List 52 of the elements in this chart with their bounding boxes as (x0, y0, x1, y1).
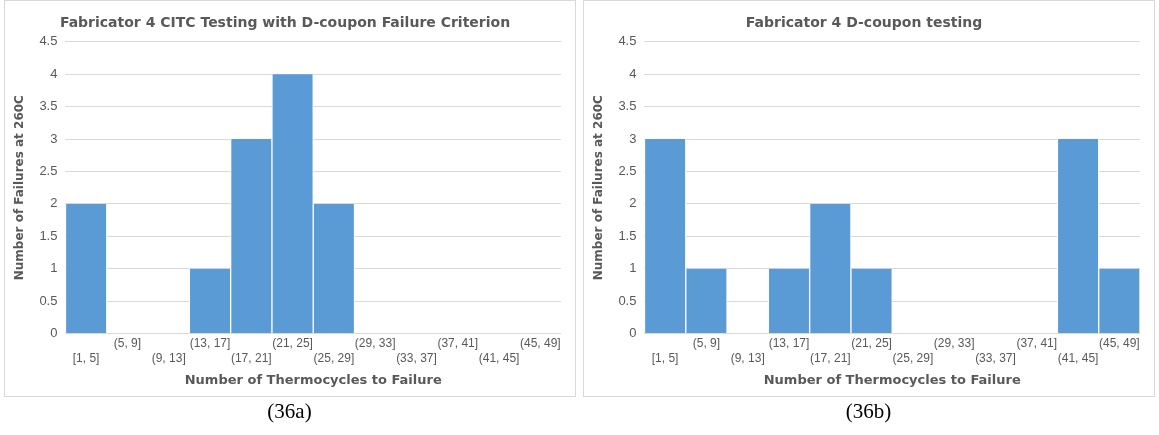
y-tick-label: 0 (628, 325, 636, 341)
y-tick-label: 2 (49, 195, 57, 211)
x-tick-label: [1, 5] (72, 350, 99, 365)
chart-title: Fabricator 4 D-coupon testing (745, 14, 982, 31)
y-tick-label: 1.5 (617, 227, 636, 243)
y-tick-label: 3 (628, 130, 636, 146)
x-tick-label: (45, 49] (1098, 336, 1140, 351)
x-tick-label: (29, 33] (933, 336, 975, 351)
y-tick-label: 0.5 (617, 292, 636, 308)
x-tick-label: (25, 29] (313, 350, 354, 365)
y-tick-label: 1 (49, 260, 57, 276)
text: (36a) (267, 399, 312, 424)
x-tick-label: (21, 25] (850, 336, 892, 351)
y-tick-label: 2.5 (38, 163, 57, 179)
x-tick-label: (37, 41] (436, 336, 478, 351)
y-tick-label: 3 (49, 130, 57, 146)
x-tick-label: (17, 21] (809, 350, 851, 365)
y-axis-title: Number of Failures at 260C (590, 94, 605, 281)
x-tick-label: (9, 13] (151, 350, 186, 365)
y-tick-label: 4 (628, 65, 636, 81)
x-tick-label: (5, 9] (113, 336, 141, 351)
x-tick-label: (13, 17] (768, 336, 809, 351)
x-tick-label: (5, 9] (692, 336, 720, 351)
x-tick-label: [1, 5] (651, 350, 678, 365)
y-tick-label: 3.5 (617, 98, 636, 114)
x-tick-label: (29, 33] (354, 336, 396, 351)
y-tick-label: 0 (49, 325, 57, 341)
x-axis-title: Number of Thermocycles to Failure (763, 371, 1021, 387)
x-tick-label: (9, 13] (730, 350, 765, 365)
x-tick-label: (33, 37] (974, 350, 1016, 365)
x-tick-label: (41, 45] (1057, 350, 1098, 365)
x-tick-label: (41, 45] (478, 350, 519, 365)
x-tick-label: (21, 25] (271, 336, 313, 351)
y-tick-label: 1 (628, 260, 636, 276)
x-tick-label: (17, 21] (230, 350, 272, 365)
y-tick-label: 2 (628, 195, 636, 211)
y-tick-label: 4.5 (38, 33, 57, 49)
y-axis-title: Number of Failures at 260C (11, 94, 26, 281)
x-tick-label: (33, 37] (395, 350, 437, 365)
y-tick-label: 2.5 (617, 163, 636, 179)
x-tick-label: (37, 41] (1015, 336, 1057, 351)
y-tick-label: 0.5 (38, 292, 57, 308)
x-tick-label: (45, 49] (519, 336, 561, 351)
y-tick-label: 1.5 (38, 227, 57, 243)
x-axis-title: Number of Thermocycles to Failure (184, 371, 442, 387)
x-tick-label: (13, 17] (189, 336, 230, 351)
chart-title: Fabricator 4 CITC Testing with D-coupon Failure Criterion (59, 14, 510, 31)
text: (36b) (845, 399, 892, 424)
y-tick-label: 4.5 (617, 33, 636, 49)
y-tick-label: 3.5 (38, 98, 57, 114)
x-tick-label: (25, 29] (892, 350, 933, 365)
y-tick-label: 4 (49, 65, 57, 81)
